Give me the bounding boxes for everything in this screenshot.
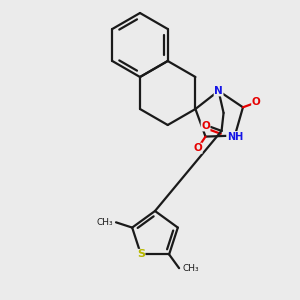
Text: N: N <box>214 86 223 96</box>
Text: CH₃: CH₃ <box>182 264 199 273</box>
Text: O: O <box>193 143 202 153</box>
Text: S: S <box>137 249 145 260</box>
Text: O: O <box>201 121 210 131</box>
Text: NH: NH <box>227 132 243 142</box>
Text: CH₃: CH₃ <box>96 218 113 227</box>
Text: O: O <box>252 98 260 107</box>
